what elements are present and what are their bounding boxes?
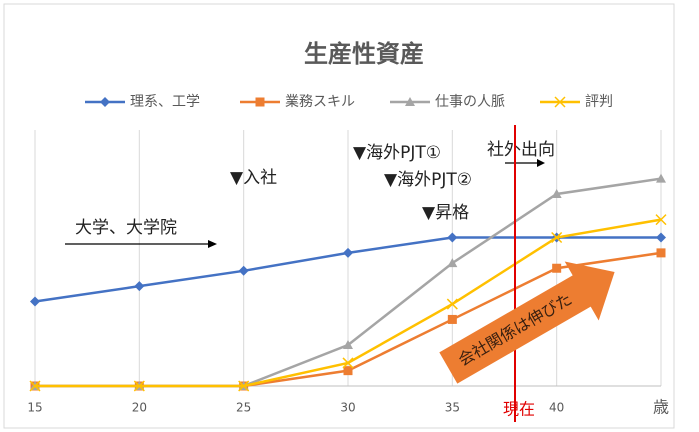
- marker: [238, 380, 250, 392]
- annotation: 大学、大学院: [75, 218, 177, 238]
- marker: [238, 265, 249, 276]
- marker: [551, 231, 563, 244]
- chart-title: 生産性資産: [304, 40, 424, 68]
- marker: [343, 366, 353, 376]
- legend-label: 評判: [585, 94, 613, 110]
- marker: [552, 263, 562, 273]
- annotation: ▼入社: [230, 168, 277, 188]
- x-tick-label: 歳: [653, 398, 669, 417]
- marker: [134, 281, 145, 292]
- marker: [342, 357, 354, 369]
- legend-label: 理系、工学: [130, 94, 200, 110]
- legend-label: 業務スキル: [285, 94, 355, 110]
- marker: [343, 247, 353, 258]
- annotation: 現在: [503, 400, 535, 419]
- marker: [655, 214, 667, 226]
- annotation: 社外出向: [487, 140, 555, 160]
- x-tick-label: 30: [340, 401, 355, 415]
- marker: [656, 232, 666, 243]
- marker: [656, 248, 666, 258]
- plot-area: 15 20 25 30 35 40 歳: [27, 96, 669, 417]
- annotation: ▼海外PJT①: [353, 143, 441, 163]
- annotation: ▼昇格: [422, 203, 469, 223]
- marker: [551, 189, 562, 198]
- arrow-shape: [439, 261, 615, 384]
- arrow-head: [537, 159, 545, 167]
- x-tick-label: 40: [549, 401, 564, 415]
- marker: [446, 298, 458, 310]
- x-tick-label: 25: [236, 401, 251, 415]
- marker: [656, 173, 666, 183]
- marker: [447, 232, 458, 243]
- marker: [29, 380, 41, 392]
- x-tick-label: 35: [445, 401, 460, 415]
- marker: [30, 296, 40, 307]
- annotation: ▼海外PJT②: [384, 170, 472, 190]
- marker: [133, 380, 145, 392]
- marker: [343, 340, 353, 350]
- arrow-head: [208, 240, 217, 248]
- marker: [447, 258, 458, 268]
- x-tick-label: 15: [27, 401, 42, 415]
- marker: [447, 314, 457, 324]
- x-tick-label: 20: [132, 401, 147, 415]
- chart-border: [3, 3, 675, 429]
- legend-label: 仕事の人脈: [435, 94, 505, 110]
